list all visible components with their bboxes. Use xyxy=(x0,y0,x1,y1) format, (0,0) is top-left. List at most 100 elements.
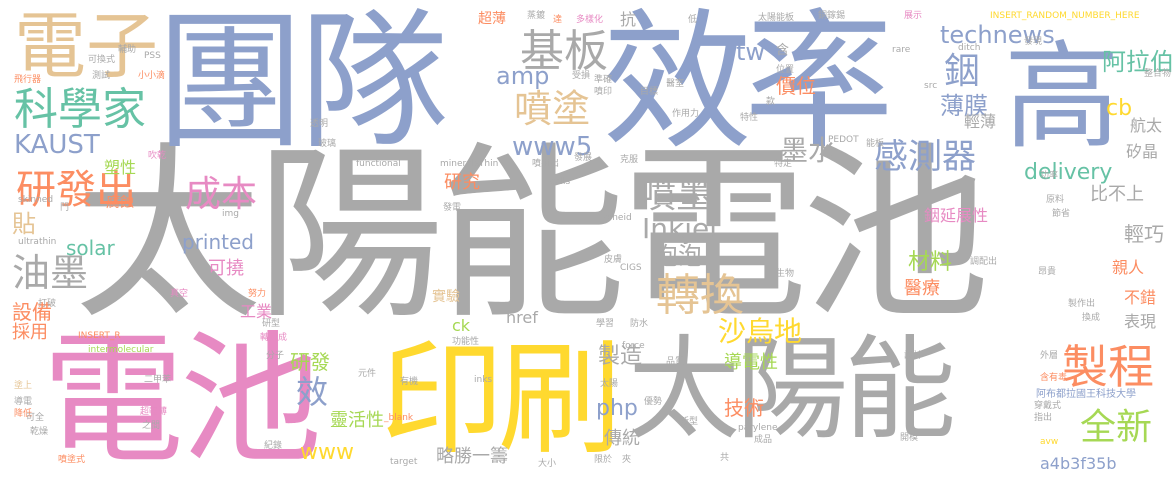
word-small: 有機 xyxy=(400,377,419,387)
word-small: 可全 xyxy=(26,413,45,423)
word-inkjet: Inkjet xyxy=(642,212,721,245)
word-small: 目標 xyxy=(640,87,659,97)
word-industry: 工業 xyxy=(240,302,273,321)
word-process: 製程 xyxy=(1062,340,1154,394)
word-small: 受損 xyxy=(572,71,591,81)
word-small: skinned xyxy=(18,195,54,205)
word-small: 飛行器 xyxy=(14,75,42,85)
word-research: 研究 xyxy=(444,172,480,193)
word-small: 開模 xyxy=(900,433,919,443)
word-small: 防水 xyxy=(630,319,649,329)
word-small: 超輕薄 xyxy=(140,407,168,417)
word-small: 功能性 xyxy=(452,337,480,347)
word-small: 醫室 xyxy=(666,79,685,89)
word-small: ditch xyxy=(958,43,981,53)
word-high: 高 xyxy=(1004,30,1120,165)
word-small: cells xyxy=(550,177,571,187)
word-small: 降低 xyxy=(14,409,33,419)
word-small: 學習 xyxy=(596,319,615,329)
word-price: 價位 xyxy=(776,74,816,98)
word-small: 太陽 xyxy=(600,379,619,389)
word-team: 團隊 xyxy=(155,0,449,170)
word-small: 研型 xyxy=(262,319,281,329)
word-small: 測試 xyxy=(92,71,111,81)
word-small: INSERT_R xyxy=(78,331,121,341)
word-small: 真空 xyxy=(170,289,189,299)
word-small: mineralsThin xyxy=(440,159,499,169)
word-flexibility: 靈活性 xyxy=(330,410,384,431)
word-small: 指出 xyxy=(1034,413,1053,423)
word-not-bad: 不錯 xyxy=(1124,288,1157,307)
word-saudi: 沙烏地 xyxy=(718,315,803,348)
word-lightweight: 輕薄 xyxy=(964,112,997,131)
word-small: ultrathin xyxy=(18,237,57,247)
word-bubble: 泡泡 xyxy=(654,242,702,270)
word-small: 成品 xyxy=(754,435,773,445)
word-inkjet-zh: 噴墨 xyxy=(640,175,713,216)
word-printed: printed xyxy=(182,230,254,254)
word-small: 發展 xyxy=(574,153,593,163)
word-small: 銅鎵錫 xyxy=(818,11,846,21)
word-electron: 電子 xyxy=(14,4,159,88)
word-small: INSERT_RANDOM_NUMBER_HERE xyxy=(990,11,1140,21)
word-plastic: 塑性 xyxy=(104,158,137,177)
word-small: 優勢 xyxy=(644,397,663,407)
word-spray: 噴塗 xyxy=(514,87,591,131)
word-relatives: 親人 xyxy=(1112,258,1145,277)
word-technology: 技術 xyxy=(724,396,764,420)
word-small: src xyxy=(924,81,938,91)
word-small: 皮膚 xyxy=(604,255,623,265)
word-silicon: 矽晶 xyxy=(1126,142,1159,161)
word-small: 含 xyxy=(776,43,790,58)
word-small: 二甲苯 xyxy=(144,375,172,385)
word-small: 玻璃 xyxy=(318,139,337,149)
word-equipment: 設備 xyxy=(12,300,52,324)
word-small: 紀錄 xyxy=(264,441,283,451)
word-small: 門 xyxy=(60,203,70,213)
word-small: 元件 xyxy=(358,369,377,379)
word-small: 發現 xyxy=(1024,37,1043,47)
word-small: 限於 xyxy=(594,455,613,465)
word-small: PEDOT xyxy=(828,135,859,145)
word-small: 作用力 xyxy=(672,109,700,119)
word-corrode: 腐蝕 xyxy=(106,195,134,211)
word-technews: technews xyxy=(940,21,1055,49)
word-www: www xyxy=(300,440,354,465)
word-small: 可換式 xyxy=(88,55,116,65)
word-slightly-better: 略勝一籌 xyxy=(436,446,508,467)
word-hash: a4b3f35b xyxy=(1040,454,1117,473)
word-effect: 效 xyxy=(296,373,329,411)
word-adopt: 採用 xyxy=(12,322,48,343)
word-small: 節省 xyxy=(1052,209,1071,219)
word-small: zoneid xyxy=(602,213,632,223)
word-resist: 抗 xyxy=(620,10,637,29)
word-experiment: 實驗 xyxy=(432,289,460,305)
word-small: 低 xyxy=(688,15,698,25)
word-cb: cb xyxy=(1106,96,1133,121)
word-performance: 表現 xyxy=(1124,312,1157,331)
word-small: 品質 xyxy=(666,357,685,367)
word-print: 印刷 xyxy=(380,328,622,472)
word-small: 噴印 xyxy=(594,87,613,97)
word-small: 大小 xyxy=(538,459,557,469)
word-ink: 墨水 xyxy=(780,134,837,167)
word-light-cheap: 輕巧 xyxy=(1124,222,1164,246)
word-small: 換成 xyxy=(1082,313,1101,323)
word-small: intermolecular xyxy=(88,345,154,355)
word-small: 調配出 xyxy=(970,257,998,267)
word-small: 乾燥 xyxy=(30,427,49,437)
word-small: target xyxy=(390,457,418,467)
word-material: 材料 xyxy=(908,250,953,275)
word-small: 特定 xyxy=(774,159,793,169)
word-small: 新型 xyxy=(680,417,699,427)
word-small: PSS xyxy=(144,51,161,61)
word-solar-cell: 太陽能電池 xyxy=(74,126,990,345)
word-small: 達 xyxy=(553,15,563,25)
word-conductivity: 導電性 xyxy=(724,352,778,373)
word-small: 吹乾 xyxy=(148,151,167,161)
word-small: 生物 xyxy=(776,269,795,279)
word-convert: 轉換 xyxy=(656,270,744,321)
word-rd-out: 研發出 xyxy=(16,167,136,213)
word-small: 小小滴 xyxy=(138,71,166,81)
word-href: href xyxy=(506,308,538,327)
